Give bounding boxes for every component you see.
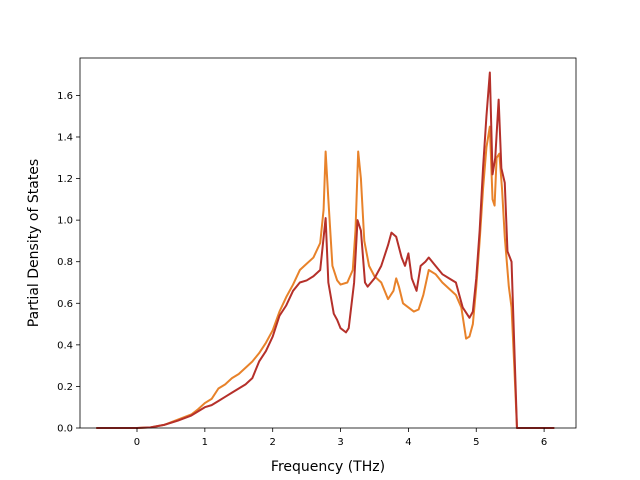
x-tick-label: 5 [473,437,479,448]
x-tick-label: 2 [270,437,276,448]
series-line-1 [96,125,555,429]
y-tick-label: 1.2 [57,174,73,185]
y-tick-label: 1.6 [57,91,73,102]
series-layer [96,71,555,429]
x-tick-label: 6 [541,437,547,448]
y-tick-label: 1.4 [57,132,73,143]
y-tick-label: 0.8 [57,257,73,268]
y-axis-label: Partial Density of States [26,159,42,327]
x-axis-label: Frequency (THz) [271,459,385,475]
y-tick-label: 0.6 [57,299,73,310]
series-line-2 [96,71,555,429]
x-tick-label: 0 [134,437,140,448]
y-tick-label: 1.0 [57,216,73,227]
x-tick-label: 4 [405,437,411,448]
x-tick-label: 3 [337,437,343,448]
plot-frame [79,57,577,429]
x-tick-label: 1 [202,437,208,448]
y-tick-label: 0.2 [57,382,73,393]
y-axis-ticks: 0.0 0.2 0.4 0.6 0.8 1.0 1.2 1.4 1.6 [57,91,80,435]
y-tick-label: 0.0 [57,424,73,435]
plot-area-background [80,58,576,428]
y-tick-label: 0.4 [57,340,73,351]
x-axis-ticks: 0 1 2 3 4 5 6 [134,428,547,448]
